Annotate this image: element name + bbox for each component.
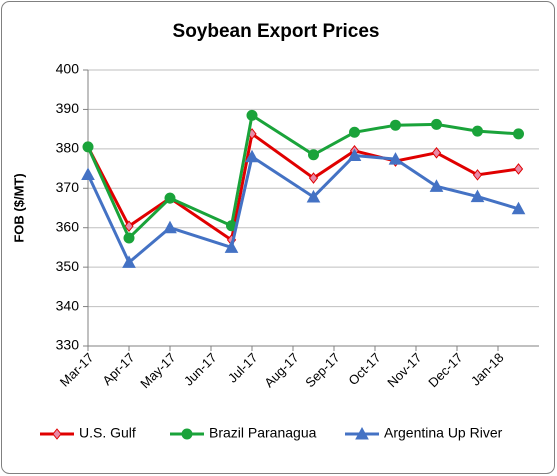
marker [470,189,485,203]
marker [163,220,177,234]
legend-label: Brazil Paranagua [209,425,317,441]
marker [431,118,442,130]
series [81,148,526,268]
marker [349,126,360,138]
marker [245,149,259,163]
y-tick-label: 340 [56,297,80,313]
y-axis-label: FOB ($/MT) [11,173,26,242]
marker [81,167,95,180]
y-tick-label: 330 [56,337,80,353]
marker [306,189,321,203]
legend-label: U.S. Gulf [79,425,136,441]
legend-marker [355,426,369,440]
chart-title: Soybean Export Prices [173,21,380,42]
marker [82,141,94,153]
marker [513,163,524,175]
series [82,109,524,244]
marker [472,169,483,181]
marker [124,220,134,232]
legend-label: Argentina Up River [384,425,503,441]
marker [308,172,319,184]
marker [472,125,483,137]
marker [390,119,401,131]
legend-marker [52,428,62,440]
y-tick-label: 390 [56,100,80,116]
y-tick-label: 400 [56,61,80,77]
marker [513,128,524,140]
y-tick-label: 380 [56,140,80,156]
marker [347,148,362,162]
marker [122,255,136,268]
marker [308,149,319,161]
y-tick-label: 350 [56,258,80,274]
marker [388,152,403,165]
legend-marker [181,428,193,440]
y-tick-label: 370 [56,179,80,195]
marker [511,201,526,215]
marker [246,109,258,121]
marker [429,179,444,192]
marker [224,240,239,253]
y-tick-label: 360 [56,218,80,234]
marker [123,232,135,244]
marker [431,146,442,159]
marker [164,192,176,204]
